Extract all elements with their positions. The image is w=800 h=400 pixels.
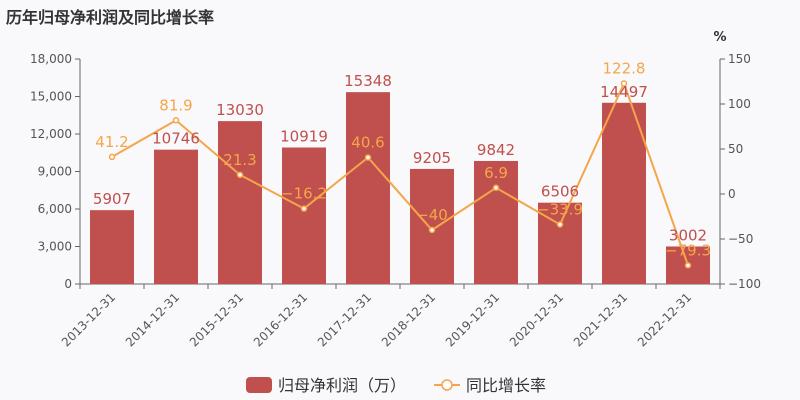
y-right-tick-label: −50 [728, 232, 753, 246]
y-right-tick-label: −100 [728, 277, 761, 291]
line-value-label: 21.3 [223, 151, 256, 169]
bar-value-label: 10746 [152, 130, 200, 148]
x-tick-label: 2017-12-31 [315, 290, 374, 349]
bar-value-label: 3002 [669, 226, 707, 244]
bar [602, 102, 646, 284]
bar [474, 160, 518, 284]
bar-value-label: 10919 [280, 128, 328, 146]
chart-title: 历年归母净利润及同比增长率 [6, 8, 215, 27]
x-tick-label: 2020-12-31 [507, 290, 566, 349]
line-point [684, 262, 692, 269]
bar [90, 210, 134, 284]
bar-value-label: 13030 [216, 101, 264, 119]
y-left-tick-label: 0 [64, 277, 72, 291]
bar [346, 92, 390, 285]
y-left-tick-label: 3,000 [38, 240, 72, 254]
y-right-tick-label: 0 [728, 187, 736, 201]
y-right-tick-label: 50 [728, 142, 743, 156]
x-tick-label: 2021-12-31 [571, 290, 630, 349]
line-value-label: −79.3 [665, 241, 711, 259]
line-value-label: −16.2 [281, 185, 327, 203]
data-labels: 5907 10746 13030 10919 15348 9205 9842 6506 1449… [93, 59, 711, 259]
line-value-label: 41.2 [95, 133, 128, 151]
line-point [236, 171, 244, 179]
y-left-tick-label: 15,000 [30, 90, 72, 104]
line-series [108, 80, 692, 269]
x-tick-label: 2022-12-31 [635, 290, 694, 349]
growth-line [111, 80, 689, 266]
line-value-label: 40.6 [351, 133, 384, 151]
y-left-tick-label: 12,000 [30, 127, 72, 141]
y-right-tick-label: 100 [728, 97, 751, 111]
bar [410, 168, 454, 284]
y-left-tick-label: 6,000 [38, 202, 72, 216]
y-right-tick-label: 150 [728, 52, 751, 66]
line-value-label: 81.9 [159, 96, 192, 114]
bar-value-label: 15348 [344, 72, 392, 90]
line-point [556, 221, 564, 228]
line-point [428, 226, 436, 234]
line-point [364, 154, 372, 161]
x-tick-label: 2015-12-31 [187, 290, 246, 349]
bar [154, 149, 198, 284]
legend-bar-swatch [246, 377, 272, 393]
line-value-label: −33.9 [537, 201, 583, 219]
bar-value-label: 6506 [541, 183, 579, 201]
y-left-tick-label: 9,000 [38, 165, 72, 179]
x-tick-label: 2019-12-31 [443, 290, 502, 349]
bar-series [90, 92, 710, 285]
legend-bar-label: 归母净利润（万） [278, 376, 406, 395]
line-value-label: 6.9 [484, 164, 508, 182]
line-point [492, 184, 500, 192]
x-tick-label: 2014-12-31 [123, 290, 182, 349]
x-tick-label: 2016-12-31 [251, 290, 310, 349]
bar [282, 147, 326, 284]
line-value-label: 122.8 [603, 59, 646, 77]
legend-line-marker [441, 379, 453, 391]
bar-value-label: 5907 [93, 190, 131, 208]
bar-value-label: 9842 [477, 141, 515, 159]
line-point [300, 205, 308, 212]
line-point [620, 80, 628, 87]
y-left-tick-label: 18,000 [30, 52, 72, 66]
line-value-label: −40 [416, 206, 448, 224]
x-tick-label: 2018-12-31 [379, 290, 438, 349]
x-tick-label: 2013-12-31 [59, 290, 118, 349]
bar [218, 121, 262, 284]
legend[interactable]: 归母净利润（万） 同比增长率 [246, 376, 546, 395]
bar-value-label: 9205 [413, 149, 451, 167]
line-point [172, 117, 180, 124]
bar-value-label: 14497 [600, 83, 648, 101]
y-right-unit-label: % [713, 30, 726, 45]
line-point [108, 153, 116, 161]
legend-line-label: 同比增长率 [466, 376, 546, 395]
